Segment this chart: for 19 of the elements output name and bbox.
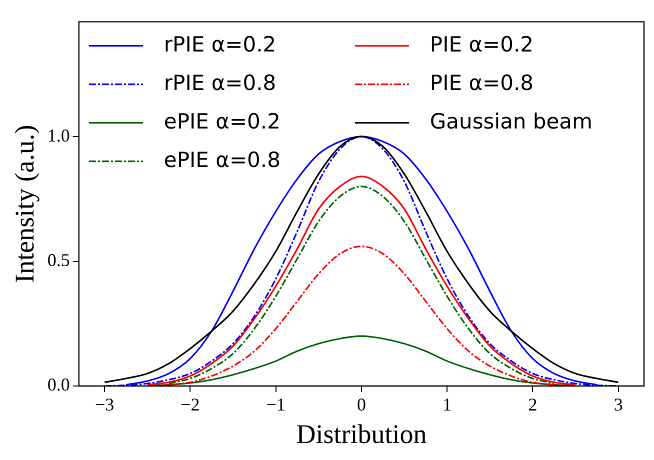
x-tick-label: 0 [356,394,366,415]
y-tick-label: 0.0 [47,374,70,395]
legend-label: rPIE α=0.2 [164,32,276,56]
x-axis-title: Distribution [296,418,428,449]
legend-label: PIE α=0.8 [430,70,534,95]
x-tick-label: 2 [528,394,538,415]
legend-label: rPIE α=0.8 [164,70,276,95]
y-tick-label: 1.0 [47,125,70,146]
y-tick-label: 0.5 [47,250,70,270]
x-tick-label: −2 [180,394,200,415]
legend-label: Gaussian beam [430,109,593,134]
legend-label: ePIE α=0.8 [164,148,280,172]
legend-label: ePIE α=0.2 [164,109,280,134]
x-tick-label: −3 [95,394,114,415]
x-tick-label: 3 [614,394,623,415]
legend-label: PIE α=0.2 [430,32,534,56]
x-tick-label: 1 [442,394,452,415]
y-axis-title: Intensity (a.u.) [9,124,40,283]
x-tick-label: −1 [266,394,286,415]
